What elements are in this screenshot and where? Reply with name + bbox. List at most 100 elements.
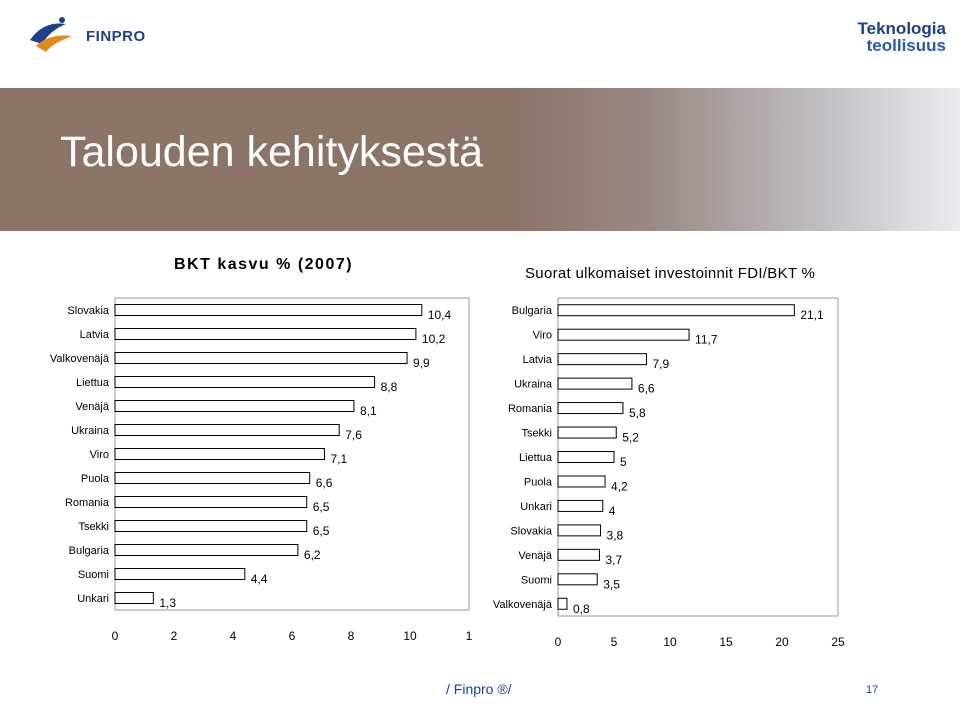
gdp-bar (114, 544, 299, 556)
gdp-bar (114, 568, 246, 580)
fdi-category-label: Tsekki (521, 428, 552, 440)
gdp-category-label: Puola (81, 473, 110, 485)
title-banner: Talouden kehityksestä (0, 88, 960, 231)
fdi-bar (557, 499, 604, 512)
fdi-category-label: Bulgaria (512, 305, 553, 317)
fdi-category-label: Viro (533, 330, 552, 342)
fdi-value-label: 5,2 (622, 431, 639, 445)
gdp-x-tick-label: 4 (230, 629, 237, 643)
fdi-category-label: Slovakia (510, 525, 552, 537)
gdp-x-tick-label: 8 (348, 629, 355, 643)
gdp-value-label: 6,5 (313, 500, 330, 514)
fdi-x-tick-label: 10 (663, 635, 677, 649)
page-number: 17 (866, 684, 879, 696)
gdp-category-label: Ukraina (71, 425, 110, 437)
fdi-value-label: 3,8 (607, 528, 624, 542)
fdi-category-label: Puola (524, 476, 553, 488)
fdi-value-label: 3,7 (605, 553, 622, 567)
gdp-value-label: 10,2 (422, 332, 446, 346)
logo-line-1: Teknologia (857, 19, 946, 38)
gdp-value-label: 6,6 (316, 476, 333, 490)
fdi-bar (557, 451, 615, 463)
fdi-category-label: Liettua (519, 452, 553, 464)
slide-title: Talouden kehityksestä (60, 128, 484, 176)
gdp-x-tick-label: 6 (289, 629, 296, 643)
footer-text: / Finpro ®/ (446, 681, 512, 697)
fdi-bar (557, 426, 617, 439)
fdi-value-label: 4 (609, 504, 616, 518)
fdi-value-label: 6,6 (638, 382, 655, 396)
gdp-bar (114, 400, 355, 412)
gdp-bar (114, 592, 154, 604)
gdp-category-label: Slovakia (67, 305, 109, 317)
gdp-bar (114, 520, 308, 532)
fdi-category-label: Venäjä (518, 550, 553, 562)
fdi-bar (557, 548, 600, 561)
gdp-value-label: 6,5 (313, 524, 330, 538)
gdp-category-label: Romania (65, 497, 110, 509)
fdi-category-label: Valkovenäjä (493, 599, 553, 611)
fdi-bar (557, 377, 633, 390)
gdp-growth-chart: Slovakia 10,4 Latvia 10,2 Valkovenäjä 9,9 Liet… (50, 297, 473, 643)
fdi-value-label: 3,5 (603, 577, 620, 591)
gdp-value-label: 10,4 (428, 308, 452, 322)
fdi-category-label: Ukraina (514, 379, 553, 391)
fdi-x-tick-label: 25 (831, 635, 845, 649)
gdp-value-label: 4,4 (251, 572, 268, 586)
gdp-category-label: Venäjä (75, 401, 110, 413)
teknologiateollisuus-logo: Teknologia teollisuus (858, 20, 946, 54)
gdp-bar (114, 472, 311, 484)
gdp-category-label: Bulgaria (69, 545, 110, 557)
fdi-x-tick-label: 0 (555, 635, 562, 649)
banner-photo (515, 88, 960, 231)
fdi-bar (557, 402, 624, 415)
fdi-bar (557, 573, 598, 586)
fdi-category-label: Romania (508, 403, 553, 415)
gdp-value-label: 8,1 (360, 404, 377, 418)
fdi-category-label: Latvia (523, 354, 553, 366)
gdp-category-label: Valkovenäjä (50, 353, 110, 365)
gdp-value-label: 7,1 (330, 452, 347, 466)
gdp-category-label: Liettua (76, 377, 110, 389)
gdp-category-label: Tsekki (78, 521, 109, 533)
fdi-value-label: 5 (620, 455, 627, 469)
fdi-value-label: 4,2 (611, 479, 628, 493)
fdi-value-label: 5,8 (629, 406, 646, 420)
gdp-category-label: Suomi (78, 569, 109, 581)
gdp-x-tick-label: 2 (171, 629, 178, 643)
fdi-bar (557, 353, 647, 366)
gdp-category-label: Unkari (77, 593, 109, 605)
fdi-bar (557, 524, 602, 537)
fdi-x-tick-label: 20 (775, 635, 789, 649)
gdp-value-label: 1,3 (159, 596, 176, 610)
gdp-bar (114, 328, 417, 340)
fdi-value-label: 0,8 (573, 602, 590, 616)
gdp-x-tick-label: 10 (403, 629, 417, 643)
fdi-value-label: 7,9 (652, 357, 669, 371)
fdi-category-label: Suomi (521, 574, 552, 586)
gdp-bar (114, 376, 376, 388)
finpro-logo: FINPRO (22, 12, 162, 56)
gdp-category-label: Latvia (80, 329, 110, 341)
gdp-x-tick-label: 1 (466, 629, 473, 643)
gdp-category-label: Viro (90, 449, 109, 461)
fdi-bar (557, 597, 568, 610)
gdp-x-tick-label: 0 (112, 629, 119, 643)
fdi-x-tick-label: 15 (719, 635, 733, 649)
fdi-bar (557, 475, 606, 488)
fdi-value-label: 21,1 (800, 308, 824, 322)
fdi-chart-title: Suorat ulkomaiset investoinnit FDI/BKT % (525, 265, 816, 282)
gdp-value-label: 9,9 (413, 356, 430, 370)
fdi-value-label: 11,7 (695, 333, 718, 347)
gdp-bar (114, 424, 340, 436)
fdi-bar (557, 328, 690, 341)
fdi-category-label: Unkari (520, 501, 552, 513)
finpro-bird-icon (30, 17, 72, 52)
logo-line-2: teollisuus (866, 36, 946, 55)
gdp-bar (114, 304, 423, 316)
gdp-bar (114, 448, 325, 460)
gdp-bar (114, 496, 308, 508)
gdp-value-label: 7,6 (345, 428, 362, 442)
gdp-value-label: 8,8 (381, 380, 398, 394)
fdi-bar (557, 304, 795, 317)
